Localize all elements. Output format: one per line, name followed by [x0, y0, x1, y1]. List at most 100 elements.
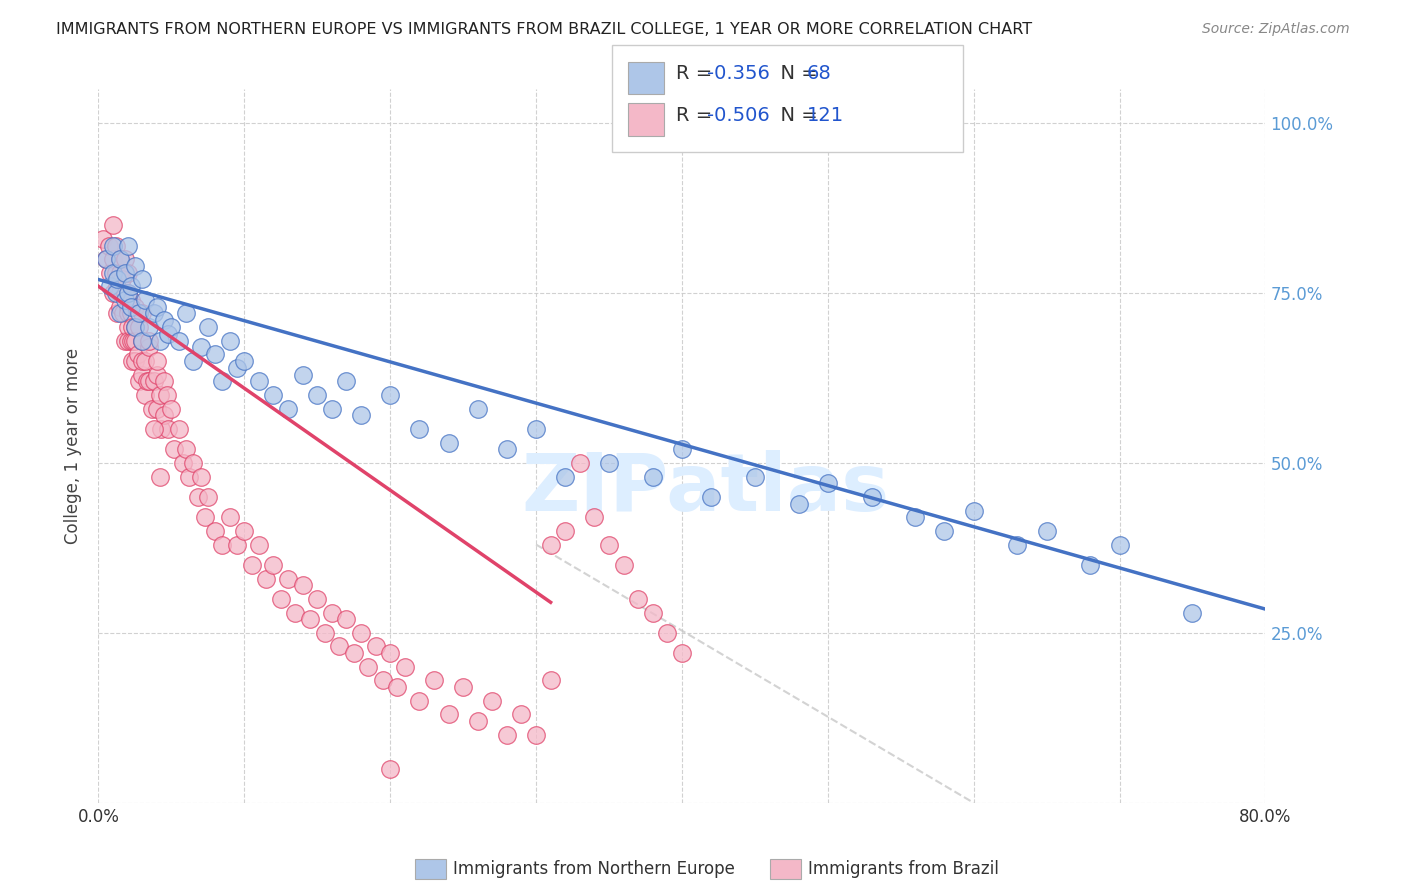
Point	[218, 334, 240, 348]
Point	[138, 375, 160, 389]
Point	[467, 714, 489, 729]
Point	[211, 537, 233, 551]
Point	[495, 728, 517, 742]
Point	[524, 422, 547, 436]
Point	[277, 401, 299, 416]
Point	[307, 388, 329, 402]
Point	[226, 360, 249, 375]
Point	[194, 510, 217, 524]
Point	[114, 266, 136, 280]
Point	[98, 279, 121, 293]
Point	[117, 238, 139, 252]
Point	[120, 293, 142, 307]
Point	[568, 456, 591, 470]
Point	[114, 252, 136, 266]
Point	[153, 313, 176, 327]
Point	[153, 375, 176, 389]
Point	[94, 252, 117, 266]
Point	[120, 306, 142, 320]
Point	[181, 456, 204, 470]
Point	[110, 266, 132, 280]
Point	[121, 354, 143, 368]
Point	[138, 341, 160, 355]
Point	[233, 524, 256, 538]
Point	[627, 591, 650, 606]
Point	[104, 238, 127, 252]
Point	[350, 409, 373, 423]
Text: N =: N =	[768, 106, 824, 126]
Point	[120, 279, 142, 293]
Text: 68: 68	[807, 63, 832, 83]
Text: IMMIGRANTS FROM NORTHERN EUROPE VS IMMIGRANTS FROM BRAZIL COLLEGE, 1 YEAR OR MOR: IMMIGRANTS FROM NORTHERN EUROPE VS IMMIG…	[56, 22, 1032, 37]
Point	[110, 286, 132, 301]
Text: R =: R =	[676, 63, 718, 83]
Point	[641, 606, 664, 620]
Point	[131, 368, 153, 382]
Point	[387, 680, 409, 694]
Point	[641, 469, 664, 483]
Point	[117, 286, 139, 301]
Point	[117, 306, 139, 320]
Point	[157, 422, 180, 436]
Point	[787, 497, 810, 511]
Point	[190, 341, 212, 355]
Point	[904, 510, 927, 524]
Point	[110, 252, 132, 266]
Point	[167, 422, 190, 436]
Point	[124, 334, 146, 348]
Point	[437, 435, 460, 450]
Point	[860, 490, 883, 504]
Point	[423, 673, 446, 688]
Point	[554, 469, 576, 483]
Point	[105, 279, 128, 293]
Point	[124, 300, 146, 314]
Point	[117, 266, 139, 280]
Point	[247, 537, 270, 551]
Point	[364, 640, 387, 654]
Point	[112, 306, 135, 320]
Point	[197, 490, 219, 504]
Point	[291, 578, 314, 592]
Point	[131, 272, 153, 286]
Point	[554, 524, 576, 538]
Point	[321, 606, 343, 620]
Point	[247, 375, 270, 389]
Point	[120, 334, 142, 348]
Point	[101, 238, 124, 252]
Point	[134, 388, 156, 402]
Point	[156, 388, 179, 402]
Point	[104, 286, 127, 301]
Point	[160, 401, 183, 416]
Point	[218, 510, 240, 524]
Point	[101, 266, 124, 280]
Point	[262, 558, 284, 572]
Point	[408, 694, 430, 708]
Point	[284, 606, 307, 620]
Point	[204, 347, 226, 361]
Point	[343, 646, 366, 660]
Point	[128, 375, 150, 389]
Point	[150, 422, 173, 436]
Point	[307, 591, 329, 606]
Point	[97, 238, 120, 252]
Point	[451, 680, 474, 694]
Point	[98, 266, 121, 280]
Point	[117, 300, 139, 314]
Point	[270, 591, 292, 606]
Point	[197, 320, 219, 334]
Point	[142, 422, 165, 436]
Point	[240, 558, 263, 572]
Point	[934, 524, 956, 538]
Point	[117, 286, 139, 301]
Point	[371, 673, 394, 688]
Point	[1181, 606, 1204, 620]
Point	[128, 320, 150, 334]
Point	[524, 728, 547, 742]
Point	[114, 293, 136, 307]
Point	[167, 334, 190, 348]
Point	[744, 469, 766, 483]
Point	[187, 490, 209, 504]
Point	[101, 286, 124, 301]
Point	[135, 375, 157, 389]
Point	[101, 252, 124, 266]
